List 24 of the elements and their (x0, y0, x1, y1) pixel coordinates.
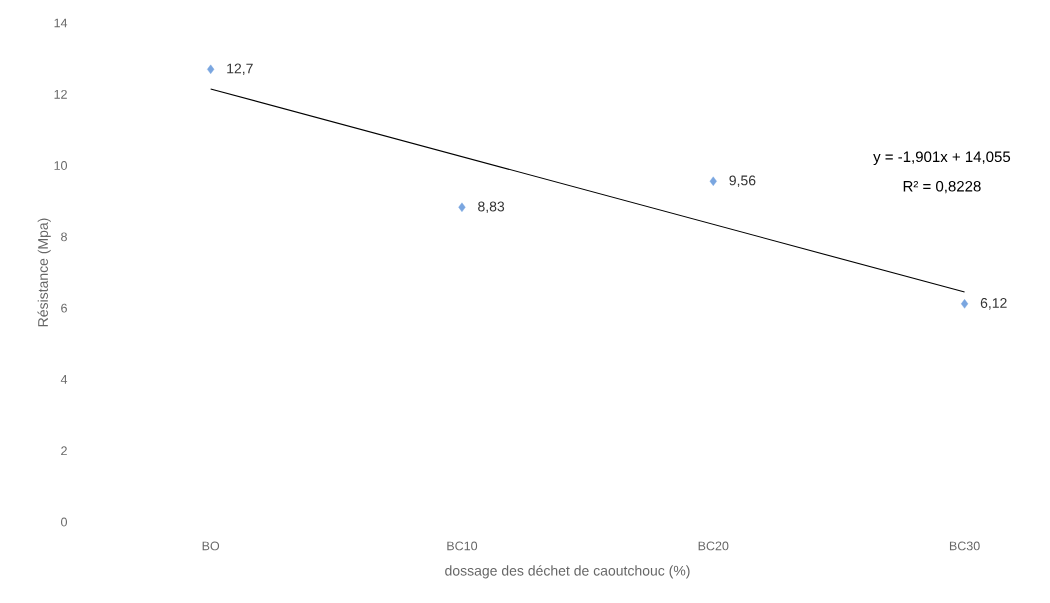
point (709, 176, 717, 186)
annotation: R² = 0,8228 (903, 180, 981, 194)
y-tick-label: 6 (61, 303, 67, 313)
x-tick-label: BC30 (949, 541, 980, 551)
point (207, 64, 215, 75)
y-tick-label: 12 (54, 89, 67, 99)
y-tick-label: 8 (61, 232, 67, 242)
y-tick-label: 4 (60, 375, 68, 384)
data-label: 6,12 (980, 298, 1007, 310)
y-tick-label: 14 (54, 18, 68, 28)
y-axis-title: Résistance (Mpa) (37, 218, 51, 327)
data-label: 12,7 (227, 63, 253, 76)
y-tick-label: 10 (54, 161, 67, 170)
point (961, 299, 969, 309)
data-label: 9,56 (729, 175, 756, 188)
point (458, 202, 466, 212)
y-tick-label: 0 (61, 517, 68, 527)
x-axis-title: dossage des déchet de caoutchouc (%) (445, 565, 690, 579)
annotation: y = -1,901x + 14,055 (873, 151, 1011, 165)
x-tick-label: BC10 (447, 541, 478, 551)
x-tick-label: BC20 (698, 541, 729, 551)
y-tick-label: 2 (61, 446, 67, 456)
data-label: 8,83 (478, 201, 505, 214)
x-tick-label: BO (202, 541, 220, 551)
